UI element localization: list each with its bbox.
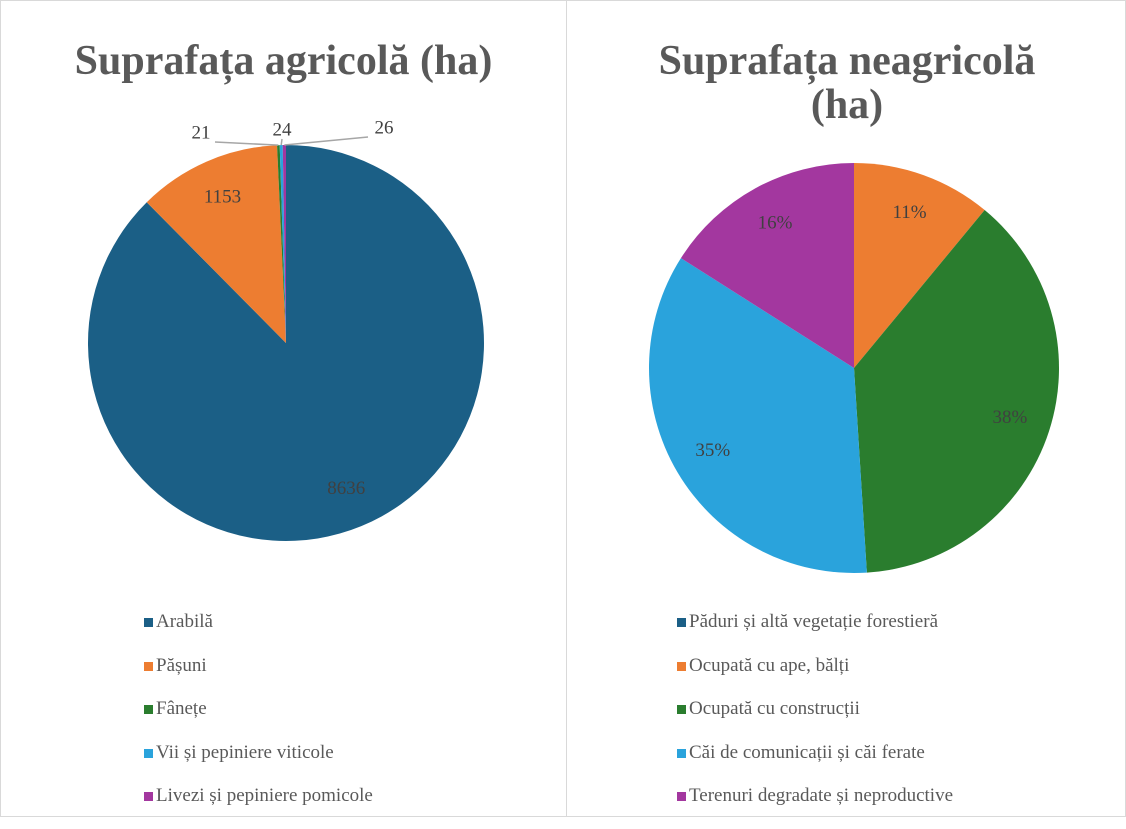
chart-panel: Suprafața agricolă (ha) 8636 1153 21 24 26 A… — [1, 1, 566, 816]
data-label: 16% — [758, 213, 793, 234]
legend-label: Păduri și altă vegetație forestieră — [689, 611, 939, 632]
pie-slice — [279, 145, 286, 343]
legend-item: Căi de comunicații și căi ferate — [677, 742, 953, 786]
chart-title: Suprafața agricolă (ha) — [74, 38, 493, 84]
legend-item: Pășuni — [144, 655, 373, 699]
pie-slice — [649, 258, 867, 573]
pie-slice — [282, 145, 286, 343]
legend: Păduri și altă vegetație forestieră Ocupa… — [677, 611, 953, 829]
legend: Arabilă Pășuni Fânețe Vii și pepiniere viti… — [144, 611, 373, 829]
legend-swatch — [144, 705, 153, 714]
divider — [566, 1, 567, 816]
data-label: 26 — [375, 117, 394, 138]
legend-label: Terenuri degradate și neproductive — [689, 785, 954, 806]
chart-panel: Suprafața neagricolă (ha) 0%11%38%35%16%… — [567, 1, 1126, 816]
data-label: 21 — [192, 122, 211, 143]
legend-swatch — [677, 792, 686, 801]
leader-line — [214, 141, 279, 146]
legend-item: Fânețe — [144, 698, 373, 742]
legend-swatch — [144, 748, 153, 758]
legend-item: Livezi și pepiniere pomicole — [144, 785, 373, 829]
pie-slice — [680, 163, 854, 368]
legend-swatch — [144, 792, 153, 801]
legend-item: Păduri și altă vegetație forestieră — [677, 611, 953, 655]
legend-item: Vii și pepiniere viticole — [144, 742, 373, 786]
pie: 0%11%38%35%16% — [649, 163, 1059, 573]
data-label: 1153 — [204, 186, 241, 207]
data-label: 8636 — [327, 478, 365, 499]
legend-label: Ocupată cu construcții — [689, 698, 860, 719]
legend-label: Vii și pepiniere viticole — [156, 741, 334, 763]
pie-slice — [87, 145, 484, 541]
data-label: 38% — [993, 407, 1028, 428]
pie: 8636 1153 21 24 26 — [87, 117, 484, 541]
legend-label: Căi de comunicații și căi ferate — [689, 741, 925, 763]
pie-slice — [854, 210, 1059, 573]
leader-line — [280, 138, 283, 146]
legend-label: Pășuni — [156, 654, 207, 676]
data-label: 24 — [273, 119, 293, 140]
legend-label: Ocupată cu ape, bălți — [689, 654, 850, 676]
legend-item: Ocupată cu construcții — [677, 698, 953, 742]
legend-item: Arabilă — [144, 611, 373, 655]
legend-swatch — [144, 618, 153, 627]
legend-swatch — [677, 705, 686, 714]
legend-swatch — [677, 748, 686, 758]
legend-label: Arabilă — [156, 611, 213, 632]
pie-slice — [854, 163, 985, 368]
legend-label: Fânețe — [156, 698, 207, 719]
data-label: 11% — [892, 202, 926, 223]
data-label: 35% — [695, 440, 730, 461]
pie-slice — [277, 145, 286, 343]
legend-swatch — [677, 618, 686, 627]
legend-swatch — [677, 661, 686, 671]
leader-line — [284, 136, 369, 146]
legend-label: Livezi și pepiniere pomicole — [156, 785, 373, 806]
chart-title: Suprafața neagricolă (ha) — [658, 38, 1036, 128]
legend-item: Terenuri degradate și neproductive — [677, 785, 953, 829]
pie-slice — [146, 145, 286, 343]
legend-swatch — [144, 661, 153, 671]
legend-item: Ocupată cu ape, bălți — [677, 655, 953, 699]
